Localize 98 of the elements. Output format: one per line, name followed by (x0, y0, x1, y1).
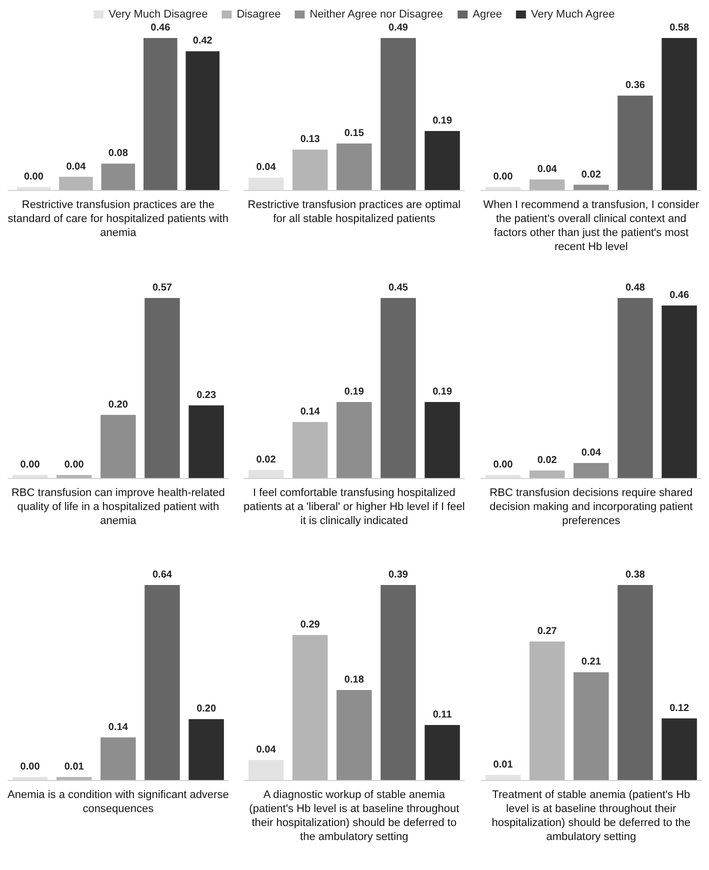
data-label: 0.00 (492, 460, 513, 470)
data-label: 0.00 (492, 172, 513, 182)
data-label: 0.42 (192, 36, 213, 47)
data-label: 0.08 (108, 148, 128, 160)
data-label: 0.64 (152, 570, 172, 580)
bar (248, 178, 284, 190)
data-label: 0.02 (581, 169, 601, 180)
data-label: 0.49 (388, 22, 409, 34)
data-label: 0.00 (20, 460, 40, 470)
bar (617, 96, 653, 190)
data-label: 0.20 (196, 704, 216, 715)
bar (573, 672, 608, 780)
data-label: 0.48 (625, 282, 646, 294)
data-label: 0.04 (256, 162, 277, 174)
bar (425, 402, 460, 478)
bar (485, 774, 520, 780)
data-label: 0.00 (24, 172, 44, 182)
x-axis-title: A diagnostic workup of stable anemia (patient's Hb level is at baseline throughout their hospitalization) should be deferred to the ambulatory setting (249, 789, 460, 843)
bar (100, 414, 136, 478)
data-label: 0.11 (433, 710, 453, 720)
data-label: 0.01 (64, 761, 84, 772)
bar (292, 422, 328, 478)
legend-label: Agree (472, 8, 502, 20)
data-label: 0.36 (625, 80, 646, 92)
data-label: 0.14 (108, 722, 128, 733)
data-label: 0.04 (581, 448, 601, 458)
data-label: 0.12 (669, 702, 690, 714)
bar (529, 470, 564, 478)
data-label: 0.19 (344, 386, 365, 398)
bar (617, 298, 653, 478)
bar (56, 776, 92, 780)
data-label: 0.02 (256, 454, 277, 466)
data-label: 0.21 (581, 656, 601, 668)
x-axis-title: RBC transfusion can improve health-related quality of life in a hospitalized patient with anemia (11, 487, 225, 527)
x-axis-title: Restrictive transfusion practices are optimal for all stable hospitalized patients (248, 199, 461, 225)
data-label: 0.04 (66, 161, 86, 172)
data-label: 0.58 (669, 22, 690, 34)
bar (248, 470, 284, 478)
bar (248, 760, 284, 780)
data-label: 0.15 (344, 128, 365, 139)
bar (573, 184, 608, 190)
bar (144, 585, 180, 780)
data-label: 0.46 (150, 22, 171, 34)
data-label: 0.20 (108, 399, 128, 410)
data-label: 0.27 (537, 626, 557, 637)
data-label: 0.23 (196, 390, 216, 401)
bar (336, 143, 372, 190)
data-label: 0.46 (669, 290, 690, 301)
bar (529, 180, 564, 190)
bar (59, 176, 93, 190)
bar (101, 164, 136, 190)
x-axis-title: I feel comfortable transfusing hospitalized patients at a 'liberal' or higher Hb level if I feel it is clinically indicated (244, 487, 466, 527)
x-axis-title: Restrictive transfusion practices are the standard of care for hospitalized patients with anemia (8, 199, 229, 239)
legend-label: Very Much Disagree (108, 8, 208, 20)
data-label: 0.38 (625, 570, 646, 580)
bar (661, 38, 697, 190)
x-axis-title: Anemia is a condition with significant adverse consequences (7, 789, 229, 815)
bar (617, 585, 653, 780)
x-axis-title: When I recommend a transfusion, I consider the patient's overall clinical context and factors other than just the patient's most recent Hb level (482, 199, 700, 253)
data-label: 0.04 (256, 744, 277, 756)
data-label: 0.39 (388, 570, 409, 580)
data-label: 0.18 (344, 674, 365, 686)
legend-label: Neither Agree nor Disagree (310, 8, 444, 20)
bar (661, 718, 697, 780)
bar (292, 150, 328, 190)
data-label: 0.19 (432, 116, 453, 127)
data-label: 0.29 (300, 620, 321, 630)
data-label: 0.00 (64, 460, 84, 470)
bar (573, 463, 608, 478)
bar (144, 38, 178, 190)
x-axis-title: RBC transfusion decisions require shared decision making and incorporating patient preferences (489, 487, 692, 527)
bar (100, 737, 136, 780)
data-label: 0.19 (432, 386, 453, 398)
legend-label: Disagree (236, 8, 281, 20)
bar (661, 306, 697, 478)
data-label: 0.00 (20, 762, 40, 772)
data-label: 0.13 (300, 134, 321, 146)
data-label: 0.45 (388, 282, 409, 294)
bar (380, 585, 416, 780)
data-label: 0.14 (300, 406, 321, 418)
legend-label: Very Much Agree (530, 8, 615, 20)
bar (188, 405, 224, 478)
data-label: 0.57 (152, 282, 172, 294)
bar (380, 298, 416, 478)
bar (336, 402, 372, 478)
bar (425, 725, 460, 780)
bar (144, 298, 180, 478)
bar (292, 635, 328, 780)
bar (188, 719, 224, 780)
bar (186, 51, 220, 190)
data-label: 0.04 (537, 164, 557, 176)
data-label: 0.02 (537, 455, 557, 466)
bar (529, 641, 564, 780)
bar (336, 690, 372, 780)
bar (380, 38, 416, 190)
x-axis-title: Treatment of stable anemia (patient's Hb level is at baseline throughout their hospitalization) should be deferred to the ambulatory setting (491, 789, 690, 843)
bar (425, 131, 460, 190)
data-label: 0.01 (492, 759, 513, 770)
